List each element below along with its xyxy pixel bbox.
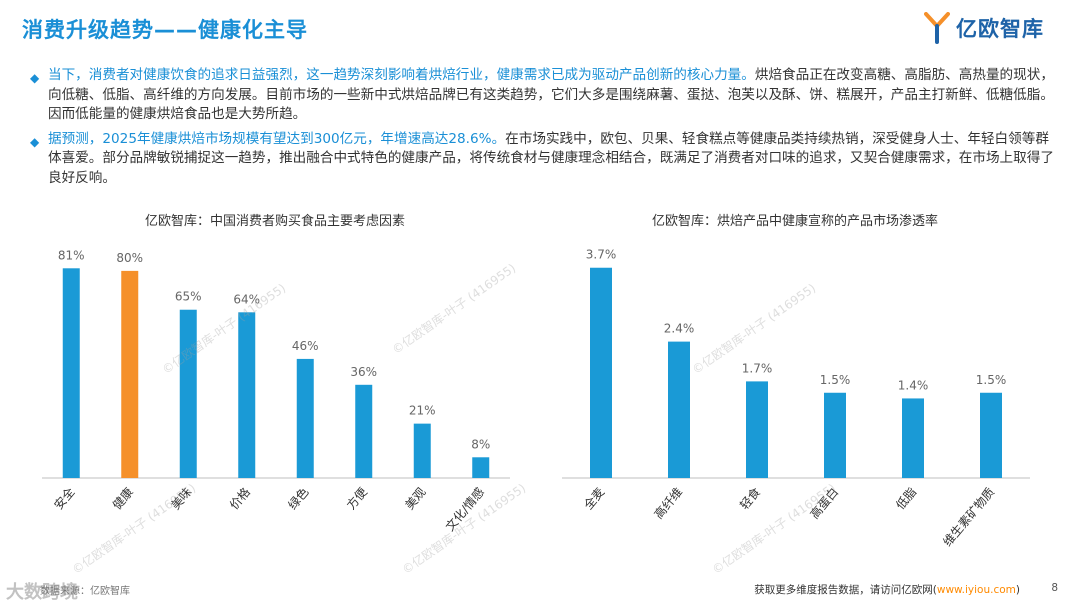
- bar-健康: [121, 270, 139, 478]
- data-label: 1.5%: [976, 373, 1007, 387]
- x-tick-label: 维生素矿物质: [940, 485, 997, 549]
- x-tick-label: 美观: [402, 485, 428, 512]
- bar-高蛋白: [824, 392, 846, 478]
- bullet-item: ◆ 当下，消费者对健康饮食的追求日益强烈，这一趋势深刻影响着烘焙行业，健康需求已…: [30, 66, 1060, 125]
- x-tick-label: 安全: [51, 484, 78, 512]
- bar-轻食: [746, 381, 768, 478]
- data-label: 8%: [471, 437, 490, 451]
- bullet-text: 在市场实践中，欧包、贝果、轻食糕点等健康品类持续热销，深受健身人士、年轻白领等群…: [48, 130, 1054, 186]
- corner-watermark: 大数跨境: [6, 582, 78, 603]
- x-tick-label: 轻食: [736, 484, 763, 512]
- bullet-list: ◆ 当下，消费者对健康饮食的追求日益强烈，这一趋势深刻影响着烘焙行业，健康需求已…: [30, 66, 1060, 193]
- bar-绿色: [296, 358, 314, 478]
- bar-美味: [179, 309, 197, 478]
- data-label: 36%: [350, 365, 377, 379]
- data-label: 3.7%: [586, 248, 617, 262]
- data-label: 21%: [409, 404, 436, 418]
- bar-安全: [62, 268, 80, 478]
- page-number: 8: [1051, 582, 1058, 594]
- x-tick-label: 高纤维: [651, 484, 686, 521]
- footer-more-info: 获取更多维度报告数据，请访问亿欧网(www.iyiou.com): [754, 582, 1020, 597]
- data-label: 80%: [116, 251, 143, 265]
- data-label: 46%: [292, 339, 319, 353]
- bar-高纤维: [668, 341, 690, 478]
- x-tick-label: 健康: [109, 484, 136, 512]
- bar-美观: [413, 423, 431, 478]
- x-tick-label: 方便: [343, 484, 370, 512]
- iyiou-link[interactable]: www.iyiou.com: [936, 584, 1016, 596]
- bar-文化/情感: [472, 457, 490, 478]
- logo: 亿欧智库: [924, 12, 1044, 44]
- bar-方便: [355, 384, 373, 478]
- bar-价格: [238, 312, 256, 478]
- footer-more-suffix: ): [1015, 584, 1020, 596]
- data-source: 数据来源：亿欧智库: [40, 586, 130, 597]
- bullet-highlight: 当下，消费者对健康饮食的追求日益强烈，这一趋势深刻影响着烘焙行业，健康需求已成为…: [48, 67, 755, 83]
- data-label: 1.5%: [820, 373, 851, 387]
- data-label: 64%: [233, 292, 260, 306]
- bar-维生素矿物质: [980, 392, 1002, 478]
- data-label: 65%: [175, 290, 202, 304]
- data-label: 2.4%: [664, 322, 695, 336]
- logo-text: 亿欧智库: [956, 17, 1044, 41]
- diamond-bullet-icon: ◆: [30, 71, 40, 85]
- chart-title-penetration: 亿欧智库：烘焙产品中健康宣称的产品市场渗透率: [651, 214, 938, 229]
- chart-title-factors: 亿欧智库：中国消费者购买食品主要考虑因素: [144, 214, 405, 229]
- data-label: 1.4%: [898, 378, 929, 392]
- page-title: 消费升级趋势——健康化主导: [22, 18, 308, 42]
- bullet-item: ◆ 据预测，2025年健康烘焙市场规模有望达到300亿元，年增速高达28.6%。…: [30, 130, 1060, 189]
- x-tick-label: 绿色: [285, 484, 312, 512]
- bar-低脂: [902, 398, 924, 478]
- data-label: 1.7%: [742, 361, 773, 375]
- footer-more-prefix: 获取更多维度报告数据，请访问亿欧网(: [754, 584, 937, 596]
- x-tick-label: 价格: [226, 484, 253, 512]
- data-label: 81%: [58, 248, 85, 262]
- yiou-logo-icon: [924, 12, 950, 44]
- bullet-text: 烘焙食品正在改变高糖、高脂肪、高热量的现状，向低糖、低脂、高纤维的方向发展。目前…: [48, 67, 1054, 122]
- diamond-bullet-icon: ◆: [30, 134, 40, 149]
- x-tick-label: 低脂: [892, 484, 919, 512]
- bullet-highlight: 据预测，2025年健康烘焙市场规模有望达到300亿元，年增速高达28.6%。: [48, 130, 506, 147]
- bar-全麦: [590, 267, 612, 478]
- x-tick-label: 全麦: [580, 484, 607, 512]
